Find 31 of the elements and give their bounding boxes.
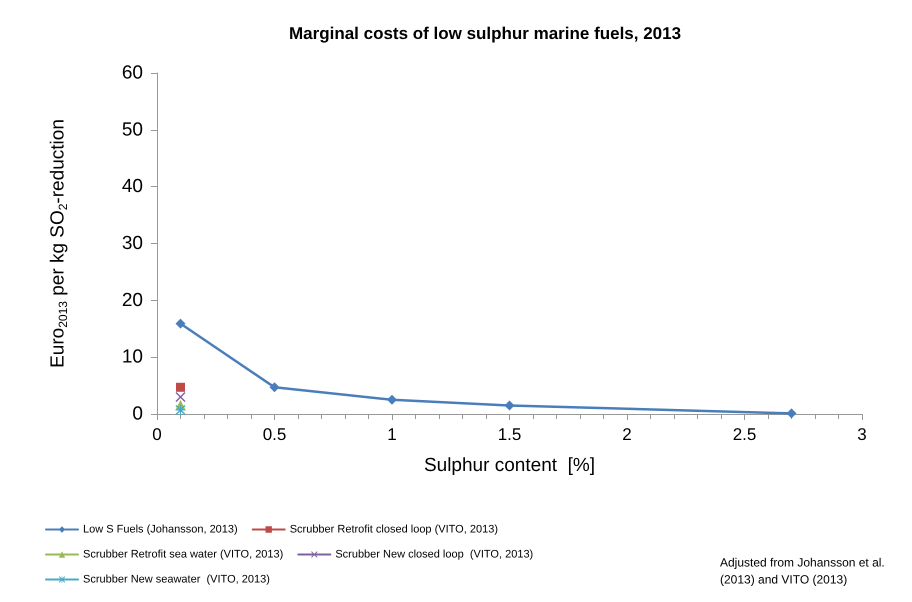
point xyxy=(176,318,186,329)
x-tick-label: 3 xyxy=(857,425,867,444)
point xyxy=(176,392,186,402)
legend-label: Scrubber Retrofit sea water (VITO, 2013) xyxy=(83,548,284,560)
point xyxy=(504,400,514,410)
point xyxy=(176,405,186,416)
chart-title: Marginal costs of low sulphur marine fuels, 2013 xyxy=(288,24,682,43)
x-tick-label: 1.5 xyxy=(498,425,522,444)
legend-label: Scrubber New seawater (VITO, 2013) xyxy=(83,574,270,586)
x-tick-label: 2.5 xyxy=(732,425,756,444)
y-tick-label: 30 xyxy=(122,233,143,254)
x-axis-title: Sulphur content [%] xyxy=(424,455,596,476)
y-tick-label: 20 xyxy=(122,290,143,311)
y-tick-label: 40 xyxy=(122,176,143,198)
point xyxy=(786,408,796,418)
y-tick-label: 0 xyxy=(132,404,143,424)
x-tick-label: 2 xyxy=(622,425,632,444)
x-tick-label: 1 xyxy=(387,425,397,444)
y-tick-label: 60 xyxy=(122,62,143,84)
point xyxy=(387,394,397,405)
y-tick-label: 50 xyxy=(122,119,143,140)
y-axis-title: Euro2013 per kg SO2-reduction xyxy=(48,119,70,368)
x-tick-label: 0.5 xyxy=(262,425,286,444)
legend-label: Scrubber Retrofit closed loop (VITO, 2013) xyxy=(290,524,498,536)
y-tick-label: 10 xyxy=(122,346,143,368)
legend-label: Scrubber New closed loop (VITO, 2013) xyxy=(335,548,534,560)
point xyxy=(270,382,280,392)
text: Adjusted from Johansson et al. (2013) and VITO (2013) xyxy=(720,556,888,586)
legend-label: Low S Fuels (Johansson, 2013) xyxy=(83,524,238,536)
point xyxy=(176,382,185,392)
x-tick-label: 0 xyxy=(152,425,162,444)
